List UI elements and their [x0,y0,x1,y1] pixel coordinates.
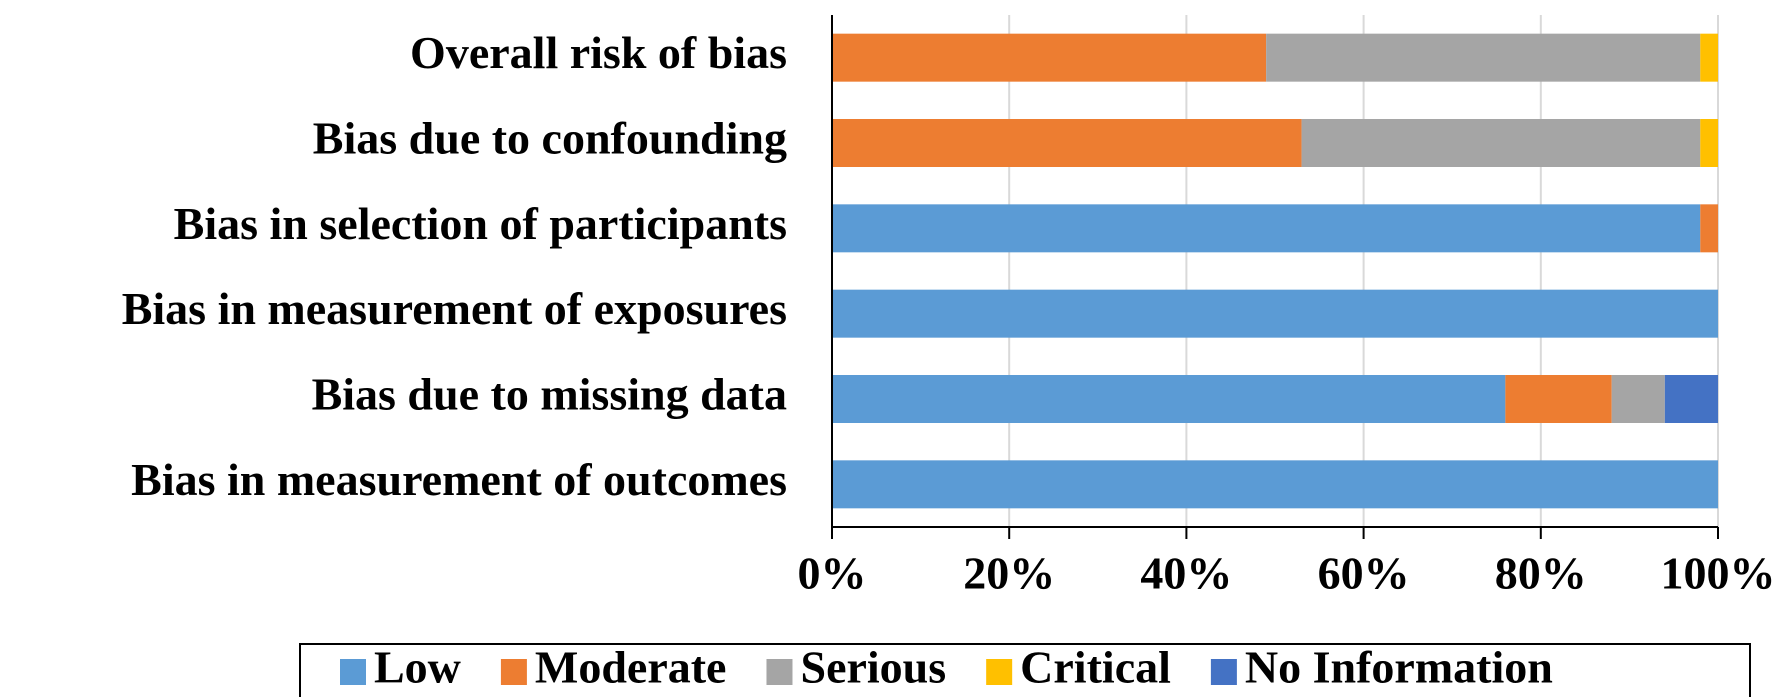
bar-segment [1301,119,1701,167]
bar-segment [832,204,1701,253]
legend-box [299,643,1751,697]
legend-label: Moderate [535,642,727,693]
bar-segment [1700,204,1718,253]
bar-segment [832,289,1718,338]
category-label: Bias in measurement of outcomes [131,454,787,505]
x-tick-label: 80% [1495,548,1587,599]
bar-segment [1664,375,1718,423]
x-tick-label: 100% [1661,548,1776,599]
x-tick-label: 20% [963,548,1055,599]
legend-label: Critical [1020,642,1171,693]
category-label: Bias due to confounding [313,113,787,164]
x-tick-label: 60% [1318,548,1410,599]
bar-segment [832,33,1267,82]
bar-segment [1505,375,1612,423]
bar-segment [832,119,1302,167]
legend-swatch [340,659,366,685]
category-label: Bias in measurement of exposures [122,283,787,334]
x-tick-label: 40% [1140,548,1232,599]
legend-swatch [1210,659,1237,685]
bar-segment [1700,119,1718,167]
x-tick-label: 0% [798,548,867,599]
bar-segment [1611,375,1665,423]
bar-segment [1266,33,1701,82]
legend-swatch [766,659,793,685]
bar-segment [1700,33,1718,82]
bar-segment [832,375,1506,423]
category-label: Bias in selection of participants [174,198,787,249]
category-label: Overall risk of bias [410,27,787,78]
category-label: Bias due to missing data [312,369,787,420]
legend-label: No Information [1245,642,1553,693]
legend-swatch [986,659,1013,685]
bar-segment [832,460,1718,509]
legend-swatch [500,659,527,685]
legend-label: Low [374,642,461,693]
legend-label: Serious [800,642,946,693]
